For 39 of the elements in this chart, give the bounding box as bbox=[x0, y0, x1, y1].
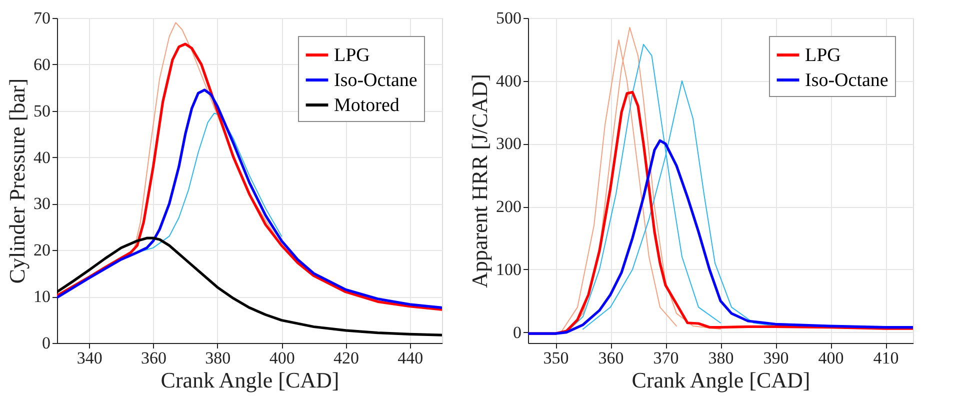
y-tick-label: 500 bbox=[496, 8, 522, 28]
x-tick-label: 370 bbox=[653, 348, 679, 368]
y-tick-label: 0 bbox=[42, 334, 50, 352]
y-tick-label: 40 bbox=[34, 148, 50, 167]
y-tick-label: 10 bbox=[34, 287, 50, 306]
y-tick-label: 60 bbox=[34, 54, 50, 74]
y-tick-label: 70 bbox=[34, 8, 50, 28]
y-tick-label: 0 bbox=[513, 322, 522, 342]
legend-label: LPG bbox=[334, 45, 370, 66]
x-tick-label: 360 bbox=[141, 348, 166, 368]
y-axis-title: Cylinder Pressure [bar] bbox=[4, 78, 30, 284]
line-series bbox=[57, 236, 442, 336]
x-tick-label: 350 bbox=[543, 348, 569, 368]
x-tick-label: 380 bbox=[708, 348, 734, 368]
x-tick-label: 390 bbox=[763, 348, 789, 368]
legend-label: Iso-Octane bbox=[805, 70, 888, 91]
legend-label: Iso-Octane bbox=[334, 70, 418, 91]
x-tick-label: 440 bbox=[398, 348, 424, 368]
x-tick-label: 360 bbox=[598, 348, 624, 368]
y-tick-label: 200 bbox=[496, 197, 522, 216]
x-axis-title: Crank Angle [CAD] bbox=[632, 368, 810, 392]
y-tick-label: 300 bbox=[496, 134, 522, 154]
x-tick-label: 410 bbox=[873, 348, 899, 368]
line-series bbox=[528, 139, 913, 335]
x-tick-label: 420 bbox=[334, 348, 359, 368]
x-tick-label: 380 bbox=[205, 348, 231, 368]
y-tick-label: 20 bbox=[34, 240, 50, 260]
legend-label: Motored bbox=[334, 95, 400, 116]
line-series bbox=[57, 88, 442, 310]
x-tick-label: 400 bbox=[269, 348, 295, 368]
y-tick-label: 100 bbox=[496, 260, 522, 279]
x-tick-label: 400 bbox=[818, 348, 844, 368]
y-tick-label: 400 bbox=[496, 71, 522, 90]
y-axis-title: Apparent HRR [J/CAD] bbox=[467, 74, 492, 288]
x-axis-title: Crank Angle [CAD] bbox=[160, 368, 340, 392]
x-tick-label: 340 bbox=[76, 348, 102, 368]
y-tick-label: 30 bbox=[34, 194, 50, 214]
y-tick-label: 50 bbox=[34, 101, 50, 120]
legend-label: LPG bbox=[805, 45, 842, 66]
